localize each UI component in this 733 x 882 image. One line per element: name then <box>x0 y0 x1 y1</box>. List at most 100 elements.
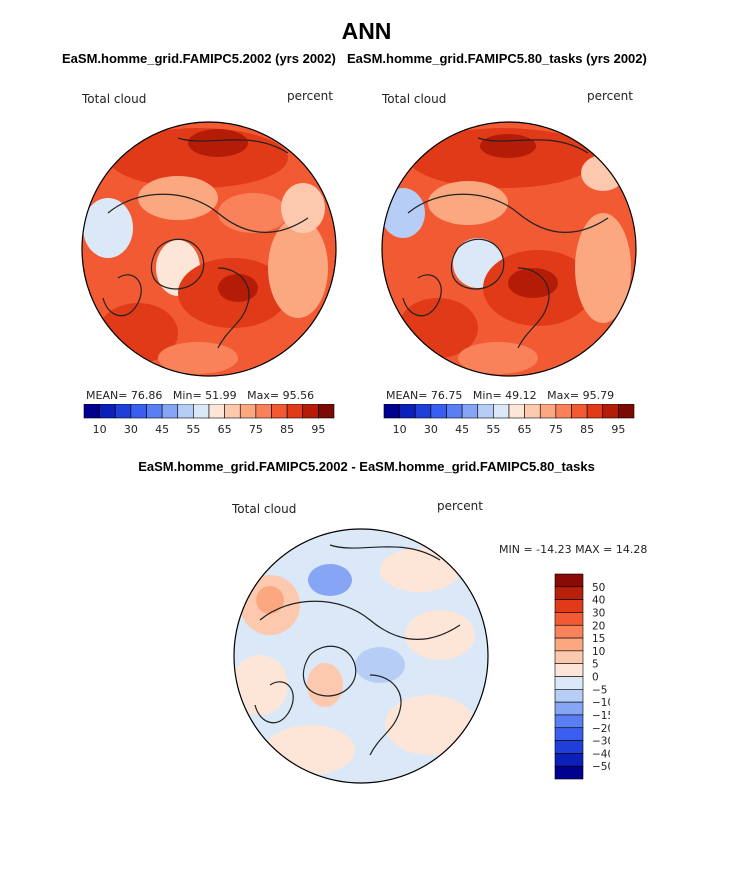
panel2-colorbar-tick-label: 65 <box>518 423 532 436</box>
panel1-colorbar-swatch <box>302 404 319 419</box>
panel2-colorbar-swatch <box>430 404 447 419</box>
panel1-field-region <box>158 342 238 374</box>
panel2-min-value: 49.12 <box>505 389 537 402</box>
panel1-colorbar-swatch <box>177 404 194 419</box>
panel1-colorbar-swatch <box>130 404 147 419</box>
panel1-field-region <box>268 218 328 318</box>
panel1-colorbar-tick-label: 55 <box>186 423 200 436</box>
panel2-mean-value: 76.75 <box>430 389 463 402</box>
panel1-colorbar-swatch <box>193 404 210 419</box>
panel3-map <box>233 528 489 784</box>
panel1-colorbar-swatch <box>286 404 304 419</box>
panel3-colorbar-swatch <box>554 676 584 690</box>
panel2-colorbar-tick-label: 55 <box>486 423 500 436</box>
panel3-colorbar-tick-label: −50 <box>592 761 610 773</box>
panel2-coastline <box>407 193 609 234</box>
panel1-colorbar-swatch <box>239 404 257 419</box>
panel2-map-border <box>381 121 637 377</box>
panel1-max-label: Max= <box>247 389 280 402</box>
panel3-colorbar-tick-label: 30 <box>592 607 605 619</box>
panel3-coastline <box>254 681 294 724</box>
panel2-colorbar-swatch <box>399 404 416 419</box>
panel2-colorbar-swatch <box>477 404 494 419</box>
panel1-colorbar-tick-label: 65 <box>218 423 232 436</box>
panel2-max-value: 95.79 <box>582 389 615 402</box>
panel3-units-label: percent <box>437 499 483 513</box>
panel3-colorbar-tick-label: −10 <box>592 697 610 709</box>
panel1-coastline <box>217 267 250 349</box>
panel2-colorbar-swatch <box>571 404 588 419</box>
panel2-colorbar-tick-label: 75 <box>549 423 563 436</box>
panel1-coastline <box>102 274 142 317</box>
panel3-title: EaSM.homme_grid.FAMIPC5.2002 - EaSM.homm… <box>138 459 595 474</box>
panel1-colorbar-swatch <box>83 404 100 419</box>
panel3-colorbar-tick-label: 10 <box>592 646 605 658</box>
panel1-field-region <box>218 193 288 233</box>
panel3-colorbar-swatch <box>554 624 584 639</box>
panel1-title: EaSM.homme_grid.FAMIPC5.2002 (yrs 2002) <box>62 51 336 66</box>
panel2-colorbar-swatch <box>602 404 619 419</box>
panel2-colorbar-tick-label: 10 <box>393 423 407 436</box>
panel3-colorbar-swatch <box>554 663 584 677</box>
panel2-colorbar-swatch <box>446 404 463 419</box>
panel1-colorbar-swatch <box>318 404 335 419</box>
panel2-field-region <box>458 342 538 374</box>
panel3-colorbar-swatch <box>554 650 584 664</box>
panel1-colorbar-swatch <box>146 404 163 419</box>
panel3-colorbar-tick-label: −40 <box>592 748 610 760</box>
panel1-colorbar-swatch <box>255 404 272 419</box>
panel2-colorbar-swatch <box>493 404 510 419</box>
panel2-colorbar-swatch <box>618 404 635 419</box>
panel1-stats: MEAN= 76.86 Min= 51.99 Max= 95.56 <box>86 389 314 402</box>
panel2-coastline <box>402 274 442 317</box>
panel2-field-region <box>480 134 536 158</box>
panel1-field-region <box>188 129 248 157</box>
panel3-map-border <box>233 528 489 784</box>
panel3-field-region <box>256 586 284 614</box>
panel2-max-label: Max= <box>547 389 580 402</box>
panel3-colorbar-swatch <box>554 714 584 729</box>
panel1-field-region <box>281 183 325 233</box>
panel3-colorbar-tick-label: −20 <box>592 723 610 735</box>
panel3-colorbar-tick-label: 50 <box>592 582 605 594</box>
panel1-units-label: percent <box>287 89 333 103</box>
panel1-mean-value: 76.86 <box>130 389 163 402</box>
panel2-colorbar-tick-label: 30 <box>424 423 438 436</box>
panel3-colorbar-swatch <box>554 753 584 767</box>
panel2-colorbar-tick-label: 95 <box>611 423 625 436</box>
panel2-colorbar-swatch <box>414 404 432 419</box>
panel2-stats: MEAN= 76.75 Min= 49.12 Max= 95.79 <box>386 389 614 402</box>
panel1-colorbar-tick-label: 85 <box>280 423 294 436</box>
panel3-coastline <box>329 544 441 561</box>
panel2-colorbar-swatch <box>524 404 541 419</box>
panel3-colorbar-tick-label: 0 <box>592 672 599 684</box>
panel2-colorbar-swatch <box>539 404 557 419</box>
panel2-units-label: percent <box>587 89 633 103</box>
panel3-colorbar-tick-label: −30 <box>592 736 610 748</box>
panel1-colorbar-swatch <box>208 404 225 419</box>
panel2-colorbar: 10 30 45 55 65 75 85 95 <box>383 404 635 436</box>
panel3-field-region <box>307 663 343 707</box>
panel3-colorbar-swatch <box>554 727 584 741</box>
panel1-coastline <box>150 238 205 290</box>
panel1-coastline <box>107 193 309 234</box>
panel2-mean-label: MEAN= <box>386 389 428 402</box>
panel3-colorbar-tick-label: 15 <box>592 633 605 645</box>
panel1-min-value: 51.99 <box>205 389 237 402</box>
panel3-colorbar-swatch <box>554 689 584 703</box>
panel2-colorbar-swatch <box>383 404 400 419</box>
panel3-colorbar-swatch <box>554 612 584 626</box>
panel2-field-region <box>408 128 598 188</box>
panel1-colorbar-swatch <box>99 404 116 419</box>
panel2-min-label: Min= <box>472 389 502 402</box>
panel1-colorbar: 10 30 45 55 65 75 85 95 <box>83 404 335 436</box>
panel3-field-region <box>385 695 475 755</box>
panel2-coastline <box>477 137 589 154</box>
panel2-colorbar-tick-label: 45 <box>455 423 469 436</box>
panel1-field-region <box>83 198 133 258</box>
panel3-colorbar-swatch <box>554 573 584 588</box>
panel1-colorbar-tick-label: 30 <box>124 423 138 436</box>
panel3-colorbar-tick-label: 40 <box>592 595 605 607</box>
panel1-colorbar-swatch <box>114 404 132 419</box>
panel1-colorbar-tick-label: 95 <box>311 423 325 436</box>
